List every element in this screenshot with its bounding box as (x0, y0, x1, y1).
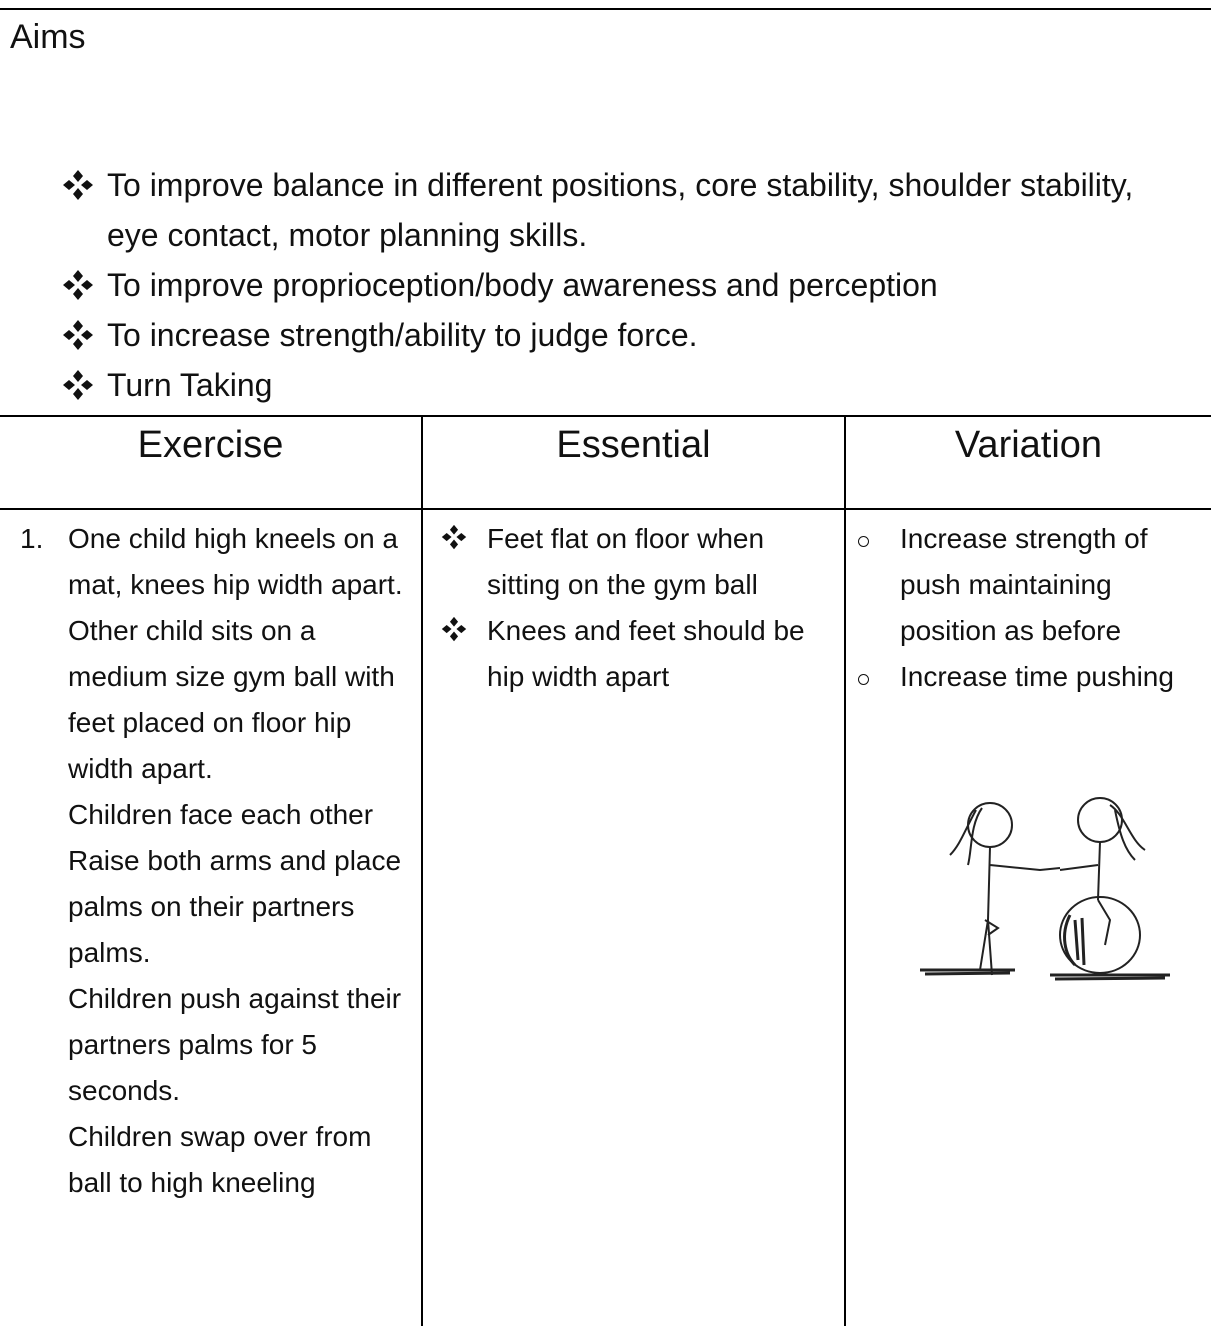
column-border (844, 415, 846, 1326)
aim-text: To improve proprioception/body awareness… (107, 267, 938, 303)
column-header: Essential (556, 424, 711, 466)
column-header: Variation (954, 424, 1103, 466)
aim-item: To improve proprioception/body awareness… (62, 260, 1142, 310)
variation-text: Increase strength of push maintaining po… (900, 523, 1148, 646)
exercise-step: Children swap over from ball to high kne… (68, 1121, 372, 1198)
aim-text: To increase strength/ability to judge fo… (107, 317, 698, 353)
bullet-icon (62, 369, 94, 401)
top-rule (0, 8, 1211, 10)
bullet-circle (858, 536, 869, 547)
exercise-step: Children push against their partners pal… (68, 983, 402, 1106)
variation-text: Increase time pushing (900, 661, 1174, 692)
essential-text: Feet flat on floor when sitting on the g… (487, 523, 765, 600)
row-number: 1. (20, 523, 44, 554)
exercise-step: Children face each other (68, 799, 374, 830)
exercise-step: Raise both arms and place palms on their… (68, 845, 402, 968)
bullet-icon (62, 319, 94, 351)
variation-item: Increase time pushing (854, 654, 1206, 700)
exercise-step: Other child sits on a medium size gym ba… (68, 615, 395, 784)
title: Aims (10, 18, 86, 56)
column-header: Exercise (137, 424, 284, 466)
essential-text: Knees and feet should be hip width apart (487, 615, 805, 692)
exercise-step: One child high kneels on a mat, knees hi… (68, 523, 403, 600)
variation-item: Increase strength of push maintaining po… (854, 516, 1206, 654)
essential-item: Knees and feet should be hip width apart (441, 608, 837, 700)
bullet-icon (62, 269, 94, 301)
aims-list: To improve balance in different position… (62, 160, 1142, 410)
bullet-icon (62, 169, 94, 201)
aim-item: To improve balance in different position… (62, 160, 1142, 260)
bullet-icon (441, 616, 467, 642)
exercise-cell: One child high kneels on a mat, knees hi… (68, 516, 416, 1206)
column-border (421, 415, 423, 1326)
aim-item: Turn Taking (62, 360, 1142, 410)
essential-item: Feet flat on floor when sitting on the g… (441, 516, 837, 608)
table-top-border (0, 415, 1211, 417)
stick-figure-sketch (920, 797, 1170, 981)
essential-cell: Feet flat on floor when sitting on the g… (441, 516, 837, 700)
aim-text: Turn Taking (107, 367, 273, 403)
bullet-icon (441, 524, 467, 550)
aim-item: To increase strength/ability to judge fo… (62, 310, 1142, 360)
aim-text: To improve balance in different position… (107, 167, 1134, 253)
header-border (0, 508, 1211, 510)
bullet-circle (858, 674, 869, 685)
variation-cell: Increase strength of push maintaining po… (854, 516, 1206, 700)
